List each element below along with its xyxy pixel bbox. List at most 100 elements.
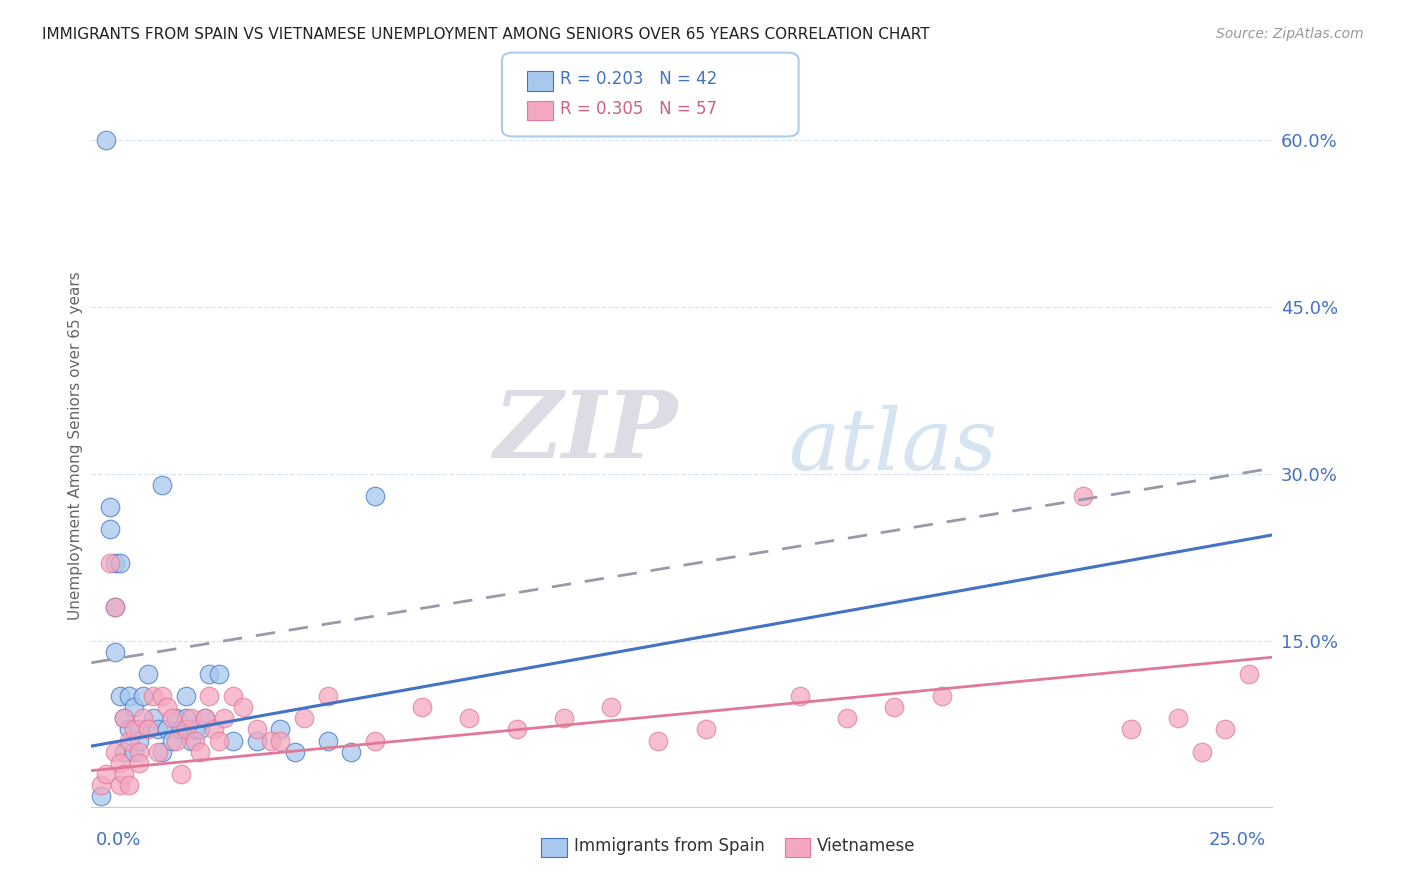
Point xyxy=(208,733,231,747)
Point xyxy=(128,733,150,747)
Point xyxy=(156,723,179,737)
Point xyxy=(136,723,159,737)
Point xyxy=(136,666,159,681)
Point xyxy=(108,778,131,792)
Point xyxy=(184,723,207,737)
Point xyxy=(165,711,187,725)
Point xyxy=(837,711,859,725)
Point xyxy=(150,689,173,703)
Point xyxy=(104,600,127,615)
Point xyxy=(222,733,245,747)
Point xyxy=(222,689,245,703)
Point xyxy=(114,711,136,725)
Point xyxy=(108,689,131,703)
Point xyxy=(246,723,269,737)
Point xyxy=(118,723,141,737)
Point xyxy=(411,700,433,714)
Text: 25.0%: 25.0% xyxy=(1208,831,1265,849)
Point xyxy=(160,733,183,747)
Point xyxy=(118,778,141,792)
Point xyxy=(122,745,145,759)
Point xyxy=(150,745,173,759)
Point xyxy=(90,789,112,804)
Point xyxy=(232,700,254,714)
Point xyxy=(122,723,145,737)
Point xyxy=(1167,711,1189,725)
Point xyxy=(165,733,187,747)
Point xyxy=(94,767,117,781)
Point xyxy=(98,500,121,515)
Point xyxy=(174,723,197,737)
Point xyxy=(128,756,150,770)
Point xyxy=(260,733,283,747)
Point xyxy=(1213,723,1236,737)
Point xyxy=(184,733,207,747)
Point xyxy=(283,745,305,759)
Text: 0.0%: 0.0% xyxy=(96,831,141,849)
Point xyxy=(174,711,197,725)
Point xyxy=(90,778,112,792)
Point xyxy=(104,745,127,759)
Point xyxy=(108,756,131,770)
Point xyxy=(364,733,387,747)
Point xyxy=(316,733,339,747)
Point xyxy=(156,700,179,714)
Point xyxy=(132,711,155,725)
Point xyxy=(142,711,165,725)
Point xyxy=(505,723,527,737)
Text: Immigrants from Spain: Immigrants from Spain xyxy=(574,837,765,855)
Point xyxy=(118,733,141,747)
Point xyxy=(108,556,131,570)
Point xyxy=(246,733,269,747)
Point xyxy=(118,689,141,703)
Point xyxy=(1191,745,1213,759)
Text: atlas: atlas xyxy=(789,405,997,487)
Point xyxy=(188,723,211,737)
Point xyxy=(1237,666,1260,681)
Point xyxy=(198,666,221,681)
Point xyxy=(458,711,481,725)
Point xyxy=(146,745,169,759)
Point xyxy=(647,733,669,747)
Text: ZIP: ZIP xyxy=(494,386,678,476)
Point xyxy=(188,745,211,759)
Point xyxy=(94,133,117,147)
Point xyxy=(170,723,193,737)
Point xyxy=(114,711,136,725)
Text: R = 0.305   N = 57: R = 0.305 N = 57 xyxy=(560,100,717,118)
Point xyxy=(198,689,221,703)
Point xyxy=(212,711,235,725)
Point xyxy=(132,689,155,703)
Point xyxy=(269,733,291,747)
Point xyxy=(194,711,217,725)
Point xyxy=(142,689,165,703)
Point xyxy=(269,723,291,737)
Point xyxy=(150,478,173,492)
Point xyxy=(208,666,231,681)
Point xyxy=(202,723,225,737)
Point xyxy=(316,689,339,703)
Point xyxy=(883,700,905,714)
Point xyxy=(104,600,127,615)
Point xyxy=(98,556,121,570)
Point xyxy=(114,767,136,781)
Point xyxy=(114,745,136,759)
Point xyxy=(789,689,811,703)
Point xyxy=(1073,489,1095,503)
Point xyxy=(104,556,127,570)
Point xyxy=(98,522,121,536)
Point xyxy=(553,711,575,725)
Point xyxy=(122,700,145,714)
Y-axis label: Unemployment Among Seniors over 65 years: Unemployment Among Seniors over 65 years xyxy=(67,272,83,620)
Text: Vietnamese: Vietnamese xyxy=(817,837,915,855)
Point xyxy=(128,745,150,759)
Point xyxy=(194,711,217,725)
Point xyxy=(931,689,953,703)
Point xyxy=(1119,723,1142,737)
Point xyxy=(174,689,197,703)
Point xyxy=(146,723,169,737)
Point xyxy=(364,489,387,503)
Point xyxy=(340,745,363,759)
Point xyxy=(695,723,717,737)
Point xyxy=(170,767,193,781)
